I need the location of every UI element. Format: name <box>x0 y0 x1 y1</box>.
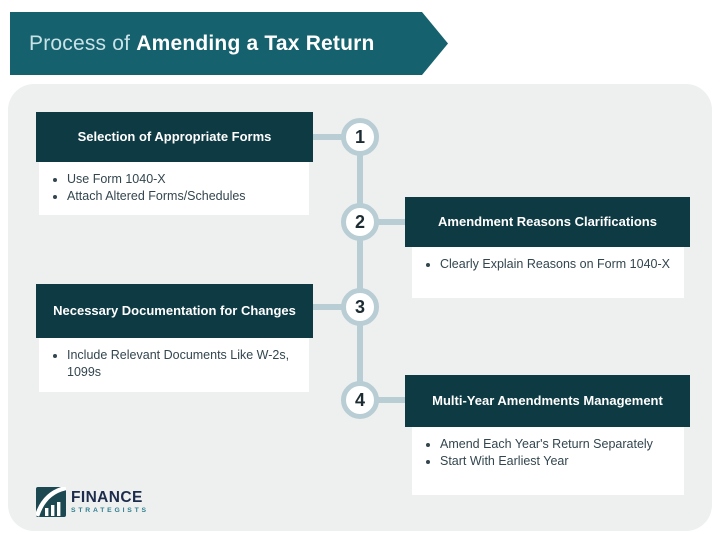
step-3-number-badge: 3 <box>341 288 379 326</box>
step-4-details: Amend Each Year's Return Separately Star… <box>412 427 684 495</box>
step-2-number: 2 <box>354 211 365 232</box>
step-4-bullet: Start With Earliest Year <box>440 453 674 470</box>
step-4-connector <box>374 397 410 403</box>
step-3-number: 3 <box>354 296 365 317</box>
step-3-title-text: Necessary Documentation for Changes <box>53 302 296 318</box>
step-3-connector <box>310 304 346 310</box>
bridge-chart-logo-icon <box>36 487 66 517</box>
step-2-connector <box>374 219 410 225</box>
step-4-title: Multi-Year Amendments Management <box>405 375 690 427</box>
page-title: Amending a Tax Return <box>136 31 375 55</box>
step-3-bullet: Include Relevant Documents Like W-2s, 10… <box>67 347 299 382</box>
timeline-vertical-connector <box>357 137 363 400</box>
title-banner: Process of Amending a Tax Return <box>10 12 448 75</box>
step-1-connector <box>310 134 346 140</box>
step-1-number: 1 <box>354 126 365 147</box>
step-1-title-text: Selection of Appropriate Forms <box>77 128 272 144</box>
step-1-title: Selection of Appropriate Forms <box>36 112 313 162</box>
step-2-bullet: Clearly Explain Reasons on Form 1040-X <box>440 256 674 273</box>
step-1-details: Use Form 1040-X Attach Altered Forms/Sch… <box>39 162 309 215</box>
step-4-number-badge: 4 <box>341 381 379 419</box>
step-1-number-badge: 1 <box>341 118 379 156</box>
step-2-title: Amendment Reasons Clarifications <box>405 197 690 247</box>
logo-primary-text: FINANCE <box>71 488 143 506</box>
step-1-bullet: Attach Altered Forms/Schedules <box>67 188 299 205</box>
logo-wordmark: FINANCE STRATEGISTS <box>71 490 149 515</box>
finance-strategists-logo: FINANCE STRATEGISTS <box>36 487 149 517</box>
title-prefix: Process of <box>29 31 131 55</box>
step-2-number-badge: 2 <box>341 203 379 241</box>
step-2-title-text: Amendment Reasons Clarifications <box>438 213 657 229</box>
step-3-title: Necessary Documentation for Changes <box>36 284 313 338</box>
step-4-number: 4 <box>354 389 365 410</box>
logo-secondary-text: STRATEGISTS <box>71 507 149 515</box>
step-4-bullet: Amend Each Year's Return Separately <box>440 436 674 453</box>
step-2-details: Clearly Explain Reasons on Form 1040-X <box>412 247 684 298</box>
step-4-title-text: Multi-Year Amendments Management <box>432 392 663 408</box>
step-3-details: Include Relevant Documents Like W-2s, 10… <box>39 338 309 392</box>
step-1-bullet: Use Form 1040-X <box>67 171 299 188</box>
